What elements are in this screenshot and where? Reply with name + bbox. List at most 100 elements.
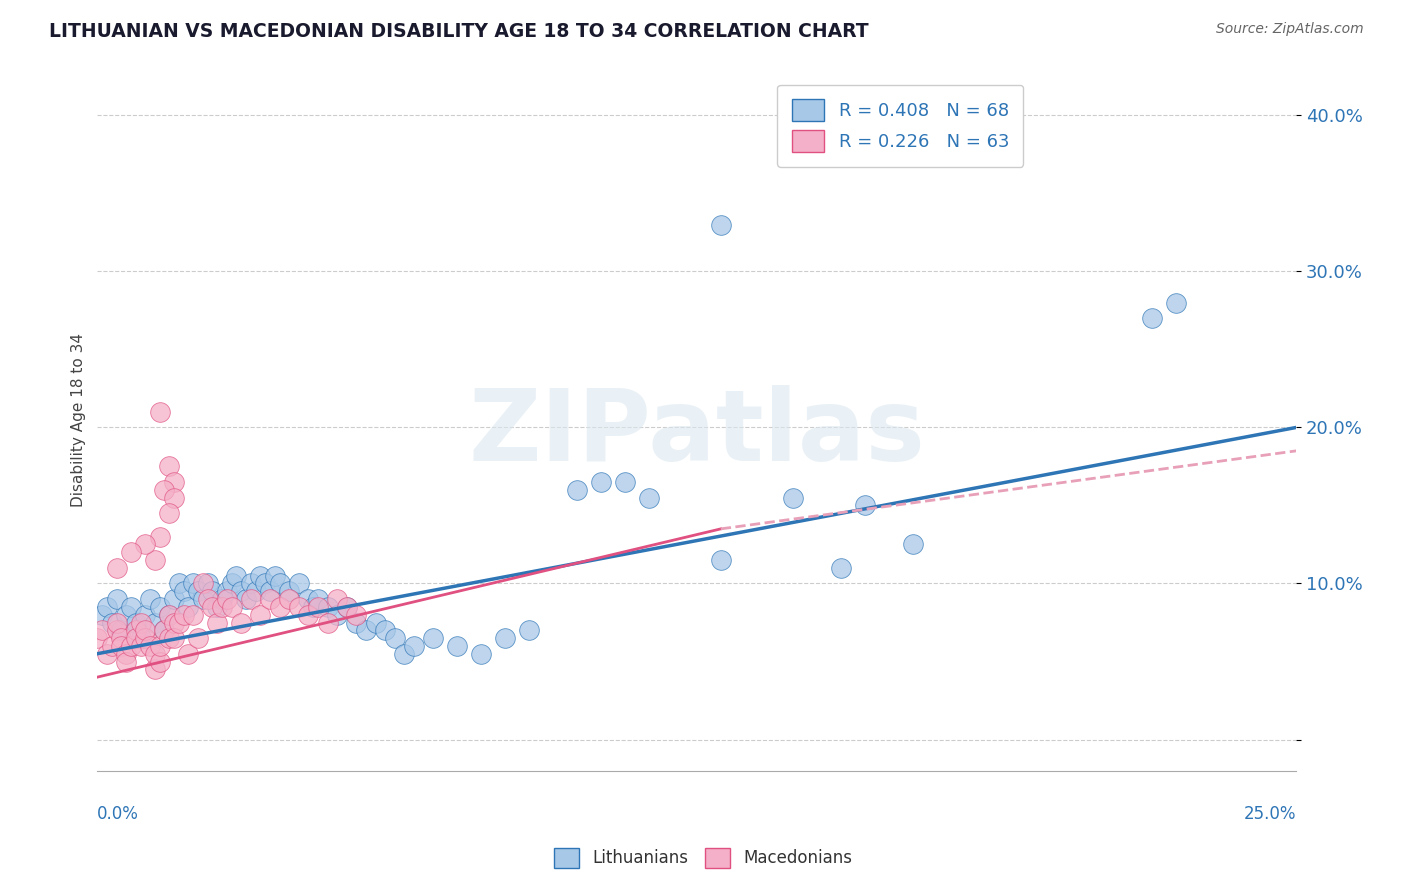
Point [287, 599, 309, 614]
Point [143, 615, 166, 630]
Point [215, 592, 238, 607]
Point [153, 624, 176, 638]
Point [96, 599, 118, 614]
Point [1142, 311, 1164, 326]
Point [326, 607, 349, 622]
Point [157, 607, 180, 622]
Point [100, 615, 122, 630]
Point [336, 599, 359, 614]
Point [384, 631, 406, 645]
Point [173, 584, 195, 599]
Point [278, 584, 301, 599]
Point [344, 607, 367, 622]
Point [163, 475, 186, 489]
Point [1166, 295, 1188, 310]
Point [207, 615, 229, 630]
Point [157, 631, 180, 645]
Point [120, 545, 142, 559]
Point [225, 568, 247, 582]
Point [177, 599, 200, 614]
Point [589, 475, 612, 489]
Point [710, 218, 733, 232]
Point [125, 631, 148, 645]
Point [221, 576, 243, 591]
Point [302, 599, 325, 614]
Point [231, 615, 253, 630]
Point [446, 639, 468, 653]
Point [191, 576, 214, 591]
Point [91, 624, 114, 638]
Point [163, 615, 186, 630]
Point [565, 483, 588, 497]
Point [853, 499, 876, 513]
Point [259, 584, 281, 599]
Point [187, 584, 209, 599]
Point [249, 607, 271, 622]
Point [86, 631, 108, 645]
Point [173, 607, 195, 622]
Point [105, 615, 128, 630]
Y-axis label: Disability Age 18 to 34: Disability Age 18 to 34 [72, 333, 86, 507]
Point [134, 631, 156, 645]
Point [177, 647, 200, 661]
Point [197, 576, 219, 591]
Legend: R = 0.408   N = 68, R = 0.226   N = 63: R = 0.408 N = 68, R = 0.226 N = 63 [778, 85, 1024, 167]
Point [235, 592, 257, 607]
Point [269, 599, 291, 614]
Point [201, 584, 224, 599]
Point [297, 607, 319, 622]
Point [167, 576, 190, 591]
Point [120, 599, 142, 614]
Point [259, 592, 281, 607]
Point [374, 624, 396, 638]
Point [307, 592, 329, 607]
Text: 0.0%: 0.0% [97, 805, 139, 823]
Point [326, 592, 349, 607]
Point [110, 624, 132, 638]
Point [157, 459, 180, 474]
Point [364, 615, 387, 630]
Point [287, 576, 309, 591]
Point [245, 584, 267, 599]
Point [143, 662, 166, 676]
Point [129, 639, 152, 653]
Point [120, 639, 142, 653]
Point [143, 553, 166, 567]
Point [149, 530, 172, 544]
Point [125, 624, 148, 638]
Point [163, 592, 186, 607]
Point [402, 639, 425, 653]
Point [115, 647, 138, 661]
Point [149, 599, 172, 614]
Point [494, 631, 516, 645]
Point [239, 592, 262, 607]
Point [710, 553, 733, 567]
Text: ZIPatlas: ZIPatlas [468, 385, 925, 483]
Point [613, 475, 636, 489]
Point [278, 592, 301, 607]
Point [125, 615, 148, 630]
Point [269, 576, 291, 591]
Point [157, 607, 180, 622]
Point [110, 639, 132, 653]
Point [134, 537, 156, 551]
Point [470, 647, 492, 661]
Point [96, 647, 118, 661]
Point [91, 607, 114, 622]
Point [191, 592, 214, 607]
Point [163, 491, 186, 505]
Point [153, 483, 176, 497]
Point [354, 624, 377, 638]
Point [105, 561, 128, 575]
Point [100, 639, 122, 653]
Point [115, 607, 138, 622]
Point [153, 624, 176, 638]
Point [901, 537, 924, 551]
Point [197, 592, 219, 607]
Point [215, 584, 238, 599]
Point [254, 576, 277, 591]
Point [149, 405, 172, 419]
Point [307, 599, 329, 614]
Text: 25.0%: 25.0% [1244, 805, 1296, 823]
Point [129, 615, 152, 630]
